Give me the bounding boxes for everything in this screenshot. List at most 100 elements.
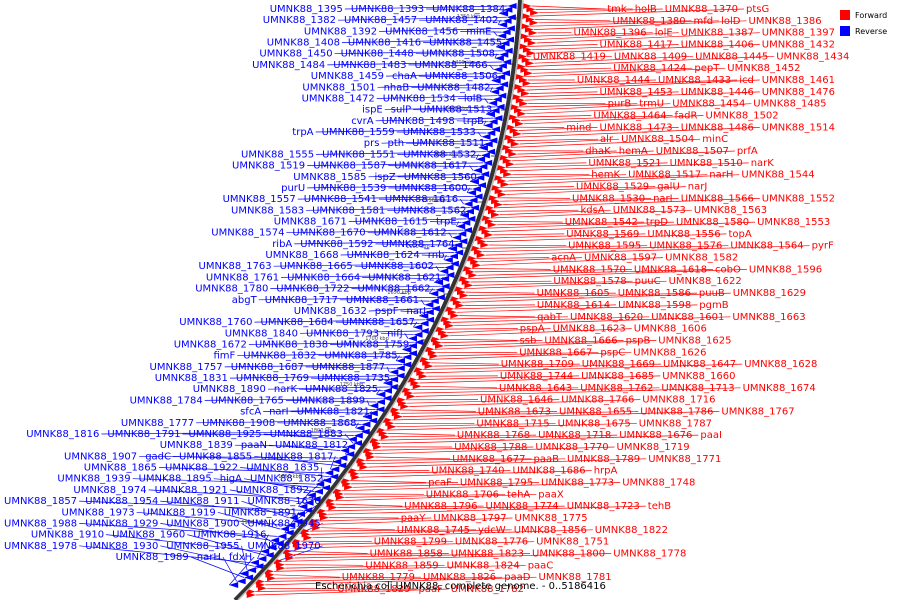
- reverse-connector: [340, 252, 455, 256]
- reverse-connector: [298, 489, 312, 507]
- reverse-gene-label: UMNK88_1838: [255, 340, 328, 351]
- reverse-feature-arrow: [270, 537, 280, 544]
- forward-feature-arrow: [414, 366, 423, 373]
- forward-feature-arrow: [508, 114, 518, 121]
- reverse-feature-arrow: [453, 242, 463, 249]
- reverse-gene-label: UMNK88_1555: [241, 149, 314, 160]
- forward-feature-arrow: [522, 13, 531, 20]
- forward-feature-arrow: [480, 242, 490, 248]
- forward-connector: [321, 527, 395, 531]
- forward-connector: [485, 245, 810, 256]
- forward-connector: [368, 458, 647, 468]
- forward-gene-label: UMNK88_1778: [613, 549, 686, 560]
- forward-connector: [522, 103, 671, 111]
- kbp-tick-label: 1650 kbp: [387, 290, 411, 296]
- forward-connector: [419, 375, 661, 384]
- forward-gene-label: UMNK88_1775: [515, 513, 588, 524]
- reverse-feature-arrow: [286, 522, 296, 529]
- reverse-connector: [224, 364, 403, 368]
- forward-gene-label: UMNK88_1822: [595, 525, 668, 536]
- forward-feature-arrow: [457, 289, 466, 296]
- forward-gene-label: prfA: [737, 146, 758, 157]
- forward-connector: [438, 351, 599, 357]
- forward-gene-label: UMNK88_1464: [593, 111, 666, 122]
- forward-connector: [517, 150, 617, 155]
- reverse-gene-labels: UMNK88_1395 UMNK88_1393 UMNK88_1384UMNK88_…: [4, 4, 505, 563]
- reverse-gene-label: UMNK88_1835: [246, 463, 319, 474]
- forward-feature-arrow: [520, 33, 530, 40]
- forward-gene-label: UMNK88_1824: [447, 560, 520, 571]
- forward-feature-arrow: [500, 181, 510, 188]
- reverse-feature-arrow: [419, 320, 429, 327]
- forward-gene-label: acnA: [551, 253, 576, 264]
- forward-feature-arrow: [473, 248, 483, 255]
- reverse-gene-label: UMNK88_1624: [347, 250, 420, 261]
- forward-feature-arrow: [464, 282, 474, 289]
- legend-forward-label: Forward: [855, 11, 887, 20]
- forward-feature-arrow: [501, 144, 511, 151]
- reverse-feature-arrow: [330, 466, 340, 473]
- forward-feature-arrow: [422, 359, 432, 366]
- forward-connector: [351, 482, 458, 485]
- forward-feature-arrow: [359, 464, 369, 471]
- reverse-gene-label: UMNK88_1900: [166, 518, 239, 529]
- reverse-connector: [237, 353, 409, 357]
- forward-gene-label: paaX: [538, 489, 564, 500]
- forward-connector: [434, 340, 657, 350]
- reverse-gene-label: ispE: [362, 105, 383, 116]
- forward-gene-label: UMNK88_1530: [572, 193, 645, 204]
- forward-gene-label: UMNK88_1771: [648, 454, 721, 465]
- forward-feature-arrow: [344, 484, 354, 491]
- forward-feature-arrow: [494, 188, 504, 195]
- reverse-feature-arrow: [502, 17, 512, 24]
- forward-feature-arrow: [524, 36, 533, 43]
- reverse-feature-arrow: [229, 582, 239, 588]
- forward-feature-arrow: [447, 309, 457, 316]
- forward-gene-label: UMNK88_1716: [642, 395, 715, 406]
- reverse-feature-arrow: [486, 148, 496, 155]
- forward-gene-label: UMNK88_1578: [553, 276, 626, 287]
- reverse-gene-label: UMNK88_1793: [306, 328, 379, 339]
- forward-gene-label: purB: [608, 99, 632, 110]
- reverse-connector: [397, 176, 476, 179]
- forward-connector: [490, 221, 756, 232]
- reverse-feature-arrow: [493, 66, 503, 73]
- forward-gene-label: UMNK88_1576: [649, 241, 722, 252]
- reverse-connector: [466, 187, 470, 193]
- reverse-feature-arrow: [402, 346, 412, 353]
- reverse-gene-label: trpE: [436, 217, 457, 228]
- reverse-connector: [397, 154, 481, 156]
- forward-feature-arrow: [400, 403, 410, 410]
- reverse-connector: [421, 254, 450, 257]
- forward-gene-label: UMNK88_1674: [743, 383, 816, 394]
- reverse-feature-arrow: [257, 555, 267, 562]
- forward-feature-arrow: [455, 302, 465, 309]
- reverse-feature-arrow: [338, 455, 348, 461]
- forward-gene-label: dhaK: [585, 146, 611, 157]
- forward-connector: [335, 503, 403, 507]
- forward-gene-label: UMNK88_1454: [672, 99, 745, 110]
- reverse-connector: [381, 332, 414, 336]
- reverse-connector: [241, 523, 276, 545]
- reverse-feature-arrow: [483, 159, 493, 166]
- reverse-feature-arrow: [460, 212, 469, 219]
- reverse-connector: [254, 455, 338, 466]
- kbp-tick-label: 1750 kbp: [340, 382, 364, 388]
- forward-connector: [509, 174, 740, 185]
- reverse-gene-label: UMNK88_1780: [195, 284, 268, 295]
- forward-connector: [523, 115, 704, 125]
- tick-labels: 1350 kbp 1400 kbp 1450 kbp 1500 kbp 1550 kbp…: [241, 14, 517, 526]
- forward-feature-arrow: [506, 124, 516, 131]
- reverse-feature-arrow: [499, 51, 509, 58]
- reverse-connector: [381, 140, 489, 144]
- reverse-feature-arrow: [321, 484, 331, 491]
- forward-gene-label: paaI: [700, 430, 722, 441]
- forward-gene-label: UMNK88_1582: [665, 253, 738, 264]
- reverse-connector: [320, 467, 323, 481]
- forward-gene-label: UMNK88_1569: [566, 229, 639, 240]
- reverse-feature-arrow: [250, 559, 259, 566]
- forward-connector: [487, 221, 675, 229]
- forward-connector: [341, 482, 621, 492]
- reverse-feature-arrow: [503, 6, 513, 13]
- forward-gene-label: UMNK88_1768: [457, 430, 530, 441]
